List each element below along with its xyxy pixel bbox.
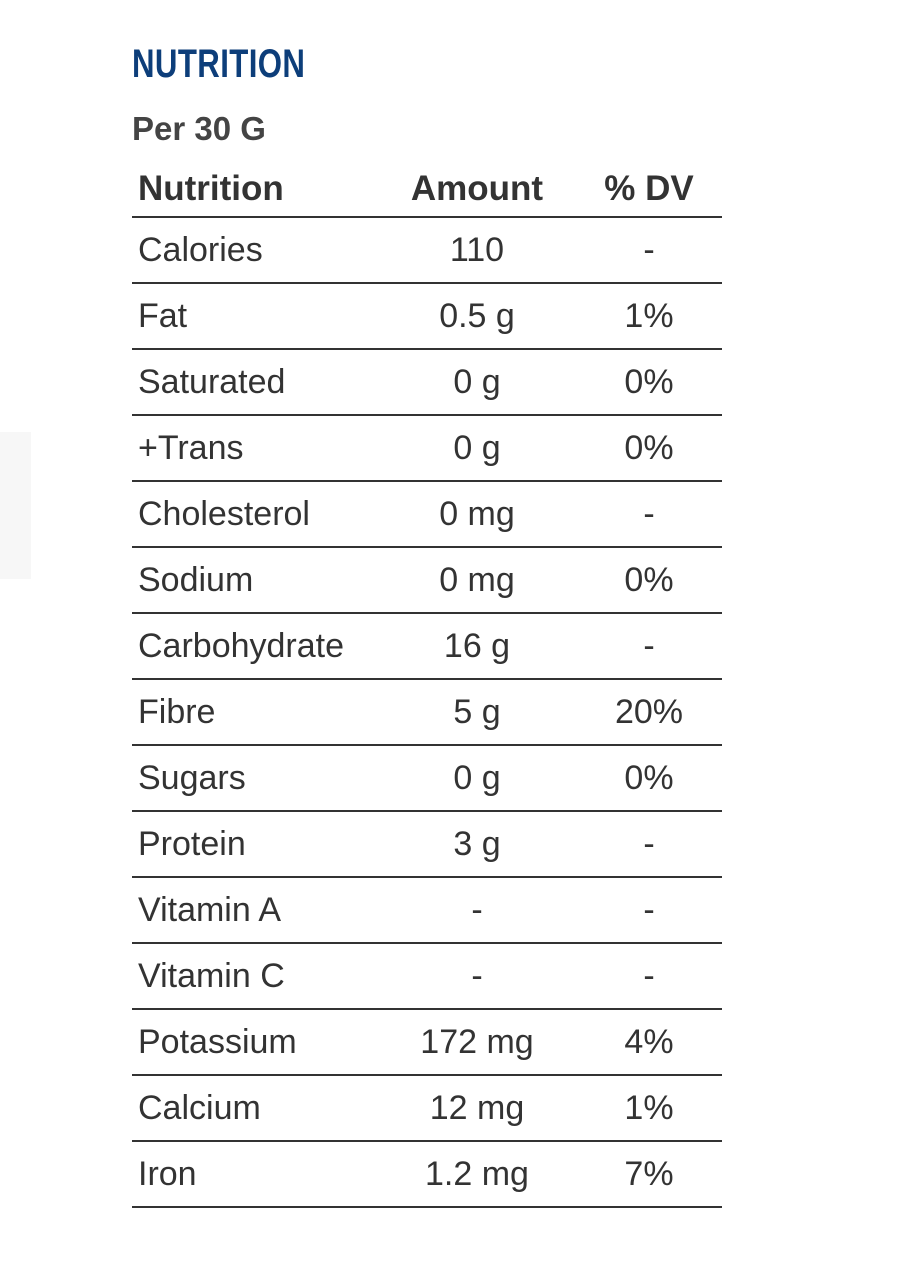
nutrient-name: Fibre <box>138 692 216 731</box>
nutrient-amount: 0 g <box>453 362 501 401</box>
nutrient-dv: 4% <box>624 1022 674 1061</box>
table-row: Calcium 12 mg 1% <box>132 1076 722 1142</box>
nutrient-name: Sodium <box>138 560 254 599</box>
nutrient-dv: 7% <box>624 1154 674 1193</box>
table-row: Saturated 0 g 0% <box>132 350 722 416</box>
nutrient-amount: 12 mg <box>429 1088 525 1127</box>
nutrient-dv: - <box>643 890 655 929</box>
table-row: Calories 110 - <box>132 218 722 284</box>
nutrient-amount: - <box>471 956 483 995</box>
nutrient-amount: 0.5 g <box>439 296 515 335</box>
table-header: Nutrition Amount % DV <box>132 162 722 218</box>
header-nutrition: Nutrition <box>138 169 284 208</box>
nutrient-name: Vitamin C <box>138 956 285 995</box>
nutrient-name: Carbohydrate <box>138 626 345 665</box>
nutrition-table: Nutrition Amount % DV Calories 110 - Fat 0.5… <box>132 162 722 1208</box>
table-row: Vitamin A - - <box>132 878 722 944</box>
nutrient-name: +Trans <box>138 428 244 467</box>
nutrient-dv: - <box>643 956 655 995</box>
nutrient-dv: 0% <box>624 428 674 467</box>
nutrient-dv: - <box>643 626 655 665</box>
nutrient-amount: 172 mg <box>420 1022 534 1061</box>
header-amount: Amount <box>410 169 544 208</box>
table-row: Carbohydrate 16 g - <box>132 614 722 680</box>
nutrient-name: Sugars <box>138 758 246 797</box>
section-title: NUTRITION <box>132 42 306 86</box>
table-row: +Trans 0 g 0% <box>132 416 722 482</box>
nutrient-name: Cholesterol <box>138 494 310 533</box>
nutrient-dv: 1% <box>624 1088 674 1127</box>
nutrient-dv: - <box>643 824 655 863</box>
nutrient-amount: 0 mg <box>439 560 515 599</box>
nutrient-name: Iron <box>138 1154 197 1193</box>
nutrient-dv: 0% <box>624 758 674 797</box>
nutrient-dv: 0% <box>624 362 674 401</box>
nutrient-name: Calcium <box>138 1088 261 1127</box>
nutrient-amount: 0 mg <box>439 494 515 533</box>
nutrient-name: Saturated <box>138 362 286 401</box>
side-panel <box>0 432 31 579</box>
nutrient-name: Fat <box>138 296 188 335</box>
nutrient-amount: 5 g <box>453 692 501 731</box>
nutrient-amount: 1.2 mg <box>425 1154 529 1193</box>
table-row: Sugars 0 g 0% <box>132 746 722 812</box>
nutrient-dv: - <box>643 494 655 533</box>
nutrient-name: Vitamin A <box>138 890 282 929</box>
table-row: Sodium 0 mg 0% <box>132 548 722 614</box>
nutrient-amount: 0 g <box>453 428 501 467</box>
nutrient-amount: 110 <box>449 230 505 269</box>
nutrient-name: Calories <box>138 230 263 269</box>
table-row: Protein 3 g - <box>132 812 722 878</box>
nutrient-dv: - <box>643 230 655 269</box>
nutrient-dv: 1% <box>624 296 674 335</box>
nutrient-dv: 20% <box>614 692 684 731</box>
table-row: Fat 0.5 g 1% <box>132 284 722 350</box>
table-row: Fibre 5 g 20% <box>132 680 722 746</box>
serving-size: Per 30 G <box>132 110 266 147</box>
nutrient-amount: 0 g <box>453 758 501 797</box>
table-row: Iron 1.2 mg 7% <box>132 1142 722 1208</box>
header-dv: % DV <box>604 169 694 208</box>
nutrient-amount: 16 g <box>443 626 511 665</box>
nutrient-name: Protein <box>138 824 246 863</box>
table-row: Potassium 172 mg 4% <box>132 1010 722 1076</box>
nutrient-dv: 0% <box>624 560 674 599</box>
nutrient-amount: 3 g <box>453 824 501 863</box>
nutrient-amount: - <box>471 890 483 929</box>
nutrient-name: Potassium <box>138 1022 297 1061</box>
table-row: Cholesterol 0 mg - <box>132 482 722 548</box>
table-row: Vitamin C - - <box>132 944 722 1010</box>
